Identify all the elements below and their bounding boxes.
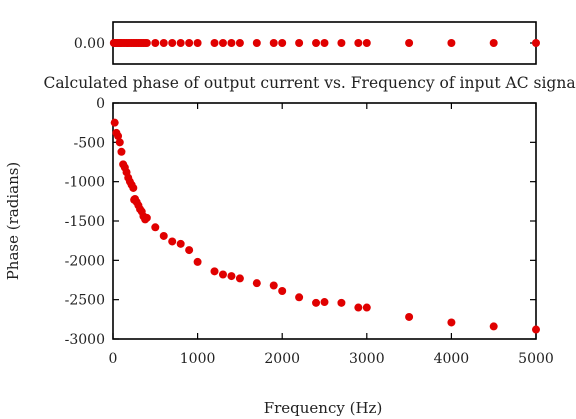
- main-data-point: [227, 272, 236, 281]
- top-data-point: [489, 39, 498, 47]
- main-data-point: [447, 318, 456, 327]
- top-data-point: [151, 39, 160, 47]
- main-data-point: [532, 325, 540, 334]
- main-x-tick-label: 2000: [264, 351, 300, 367]
- main-data-point: [337, 298, 346, 307]
- main-data-point: [489, 322, 498, 331]
- top-data-point: [168, 39, 177, 47]
- x-axis-label: Frequency (Hz): [264, 399, 383, 417]
- main-y-tick-label: -1500: [65, 214, 105, 230]
- main-y-tick-label: -500: [74, 135, 105, 151]
- top-data-point: [362, 39, 371, 47]
- main-x-tick-label: 5000: [518, 351, 554, 367]
- main-x-tick-label: 3000: [349, 351, 385, 367]
- main-data-point: [129, 183, 138, 192]
- main-data-point: [110, 118, 119, 127]
- main-data-point: [114, 132, 123, 141]
- main-y-tick-label: -2000: [65, 253, 105, 269]
- main-y-tick-label: -1000: [65, 175, 105, 191]
- main-data-point: [117, 147, 126, 156]
- main-data-point: [193, 257, 202, 266]
- top-data-point: [405, 39, 414, 47]
- top-data-point: [176, 39, 185, 47]
- chart-title: Calculated phase of output current vs. F…: [43, 74, 576, 92]
- main-x-tick-label: 4000: [434, 351, 470, 367]
- top-data-point: [252, 39, 261, 47]
- main-data-point: [320, 298, 329, 307]
- top-data-point: [320, 39, 329, 47]
- top-data-point: [312, 39, 321, 47]
- top-y-tick-label: 0.00: [74, 36, 105, 52]
- main-data-point: [115, 138, 124, 147]
- top-data-point: [295, 39, 304, 47]
- main-data-point: [235, 274, 244, 283]
- main-data-point: [278, 287, 287, 296]
- main-data-point: [151, 223, 160, 232]
- main-data-point: [354, 303, 363, 312]
- main-y-tick-label: -3000: [65, 332, 105, 348]
- main-data-point: [176, 239, 185, 248]
- main-data-point: [295, 293, 304, 302]
- top-data-point: [532, 39, 540, 47]
- main-data-point: [168, 237, 177, 246]
- top-data-point: [278, 39, 287, 47]
- main-panel: 0 -500 -1000 -1500 -2000 -2500 -3000 0 1000 2000…: [65, 96, 554, 367]
- top-data-point: [142, 39, 151, 47]
- main-data-point: [405, 312, 414, 321]
- top-data-point: [218, 39, 227, 47]
- main-data-point: [312, 298, 321, 307]
- top-data-point: [235, 39, 244, 47]
- top-data-point: [354, 39, 363, 47]
- top-panel: 0.00: [74, 21, 540, 65]
- top-data-point: [193, 39, 202, 47]
- top-data-point: [227, 39, 236, 47]
- main-data-point: [252, 279, 261, 288]
- y-axis-label: Phase (radians): [4, 162, 22, 281]
- main-data-point: [142, 213, 151, 222]
- main-data-point: [185, 246, 194, 255]
- top-data-point: [337, 39, 346, 47]
- main-data-point: [159, 231, 168, 240]
- main-x-tick-label: 1000: [180, 351, 216, 367]
- top-data-point: [447, 39, 456, 47]
- top-data-point: [159, 39, 168, 47]
- main-data-point: [210, 267, 219, 276]
- top-data-point: [185, 39, 194, 47]
- main-data-point: [362, 303, 371, 312]
- main-data-point: [218, 270, 227, 279]
- main-data-point: [269, 281, 278, 290]
- main-y-tick-label: 0: [96, 96, 105, 112]
- main-x-tick-label: 0: [109, 351, 118, 367]
- top-data-point: [210, 39, 219, 47]
- main-y-tick-label: -2500: [65, 293, 105, 309]
- top-data-point: [269, 39, 278, 47]
